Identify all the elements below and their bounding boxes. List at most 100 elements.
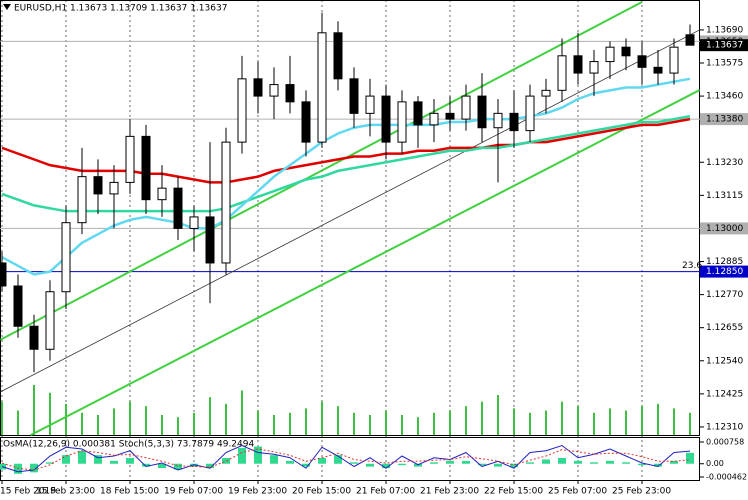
candle-body [77, 176, 87, 224]
volume-bar [129, 401, 131, 435]
osma-bar [574, 460, 582, 464]
candle-body [365, 95, 375, 114]
y-tick-label: 1.13230 [706, 158, 743, 168]
candle-body [269, 84, 279, 97]
candle-body [29, 325, 39, 350]
volume-bar [193, 412, 195, 435]
trendline [30, 89, 701, 436]
osc-tick-label: -0.000462 [706, 473, 747, 482]
osma-bar [590, 462, 598, 464]
x-tick-label: 21 Feb 23:00 [420, 487, 479, 497]
volume-bar [545, 410, 547, 435]
candle-body [45, 291, 55, 350]
y-tick-label: 1.12885 [706, 257, 743, 267]
volume-bar [321, 401, 323, 435]
osma-bar [126, 458, 134, 464]
candle-body [221, 141, 231, 264]
volume-bar [273, 415, 275, 435]
volume-bar [449, 410, 451, 435]
volume-bar [673, 408, 675, 435]
volume-bar [689, 412, 691, 435]
y-tick-label: 1.12770 [706, 290, 743, 300]
x-tick-label: 19 Feb 07:00 [164, 487, 223, 497]
candle-body [0, 262, 7, 287]
volume-bar [465, 406, 467, 435]
level-label-box [700, 222, 748, 235]
candle-body [301, 101, 311, 143]
osma-bar [206, 463, 214, 469]
trendline [0, 29, 700, 393]
osma-bar [142, 463, 150, 467]
level-label-box [700, 265, 748, 278]
osma-bar [222, 458, 230, 464]
volume-bar [529, 412, 531, 435]
candle-body [461, 95, 471, 120]
x-tick-label: 25 Feb 23:00 [612, 487, 671, 497]
candle-body [525, 95, 535, 132]
candle-body [173, 187, 183, 229]
x-tick-label: 15 Feb 23:00 [36, 487, 95, 497]
candle-body [141, 135, 151, 201]
candle-body [573, 55, 583, 74]
osma-bar [286, 460, 294, 464]
osma-bar [510, 463, 518, 468]
volume-bar [481, 401, 483, 435]
oscillator-label: OsMA(12,26,9) 0.000381 Stoch(5,3,3) 73.7… [3, 440, 254, 450]
volume-bar [65, 403, 67, 435]
osma-bar [494, 463, 502, 467]
candle-body [397, 101, 407, 143]
osma-bar [158, 463, 166, 469]
osc-tick-label: 0.000758 [706, 438, 744, 447]
stochastic-line [1, 444, 691, 473]
osma-bar [254, 446, 262, 464]
osma-bar [270, 455, 278, 464]
volume-bar [1, 401, 3, 435]
candle-body [253, 78, 263, 97]
moving-average [1, 117, 691, 184]
x-tick-label: 18 Feb 15:00 [100, 487, 159, 497]
candle-body [13, 285, 23, 327]
trendline [0, 1, 643, 341]
symbol-icon [3, 4, 11, 10]
candle-body [557, 55, 567, 91]
candle-body [637, 55, 647, 68]
osma-bar [14, 463, 22, 474]
volume-bar [161, 415, 163, 435]
last-price-label: 1.13637 [706, 41, 743, 51]
osma-bar [526, 462, 534, 464]
volume-bar [241, 390, 243, 435]
candle-body [381, 95, 391, 143]
y-tick-label: 1.12655 [706, 323, 743, 333]
candle-body [205, 216, 215, 264]
candle-body [413, 101, 423, 126]
osma-bar [334, 455, 342, 464]
candle-body [349, 78, 359, 114]
volume-bar [305, 408, 307, 435]
oscillator-frame [0, 437, 700, 481]
candle-body [189, 216, 199, 229]
volume-bar [81, 412, 83, 435]
y-tick-label: 1.13690 [706, 25, 743, 35]
volume-bar [225, 403, 227, 435]
volume-bar [177, 417, 179, 435]
chart-title: EURUSD,H1 1.13673 1.13709 1.13637 1.1363… [14, 4, 227, 14]
level-label: 1.12850 [706, 267, 743, 277]
volume-bar [417, 417, 419, 435]
volume-bar [113, 408, 115, 435]
osma-bar [62, 455, 70, 464]
y-tick-label: 1.13115 [706, 191, 743, 201]
last-price-box [700, 39, 748, 52]
osma-bar [398, 463, 406, 466]
candle-body [125, 135, 135, 183]
x-tick-label: 22 Feb 15:00 [484, 487, 543, 497]
candle-body [317, 32, 327, 143]
x-tick-label: 19 Feb 23:00 [228, 487, 287, 497]
moving-average [1, 77, 691, 276]
candle-body [333, 32, 343, 80]
volume-bar [609, 408, 611, 435]
volume-bar [593, 412, 595, 435]
candle-body [621, 46, 631, 57]
